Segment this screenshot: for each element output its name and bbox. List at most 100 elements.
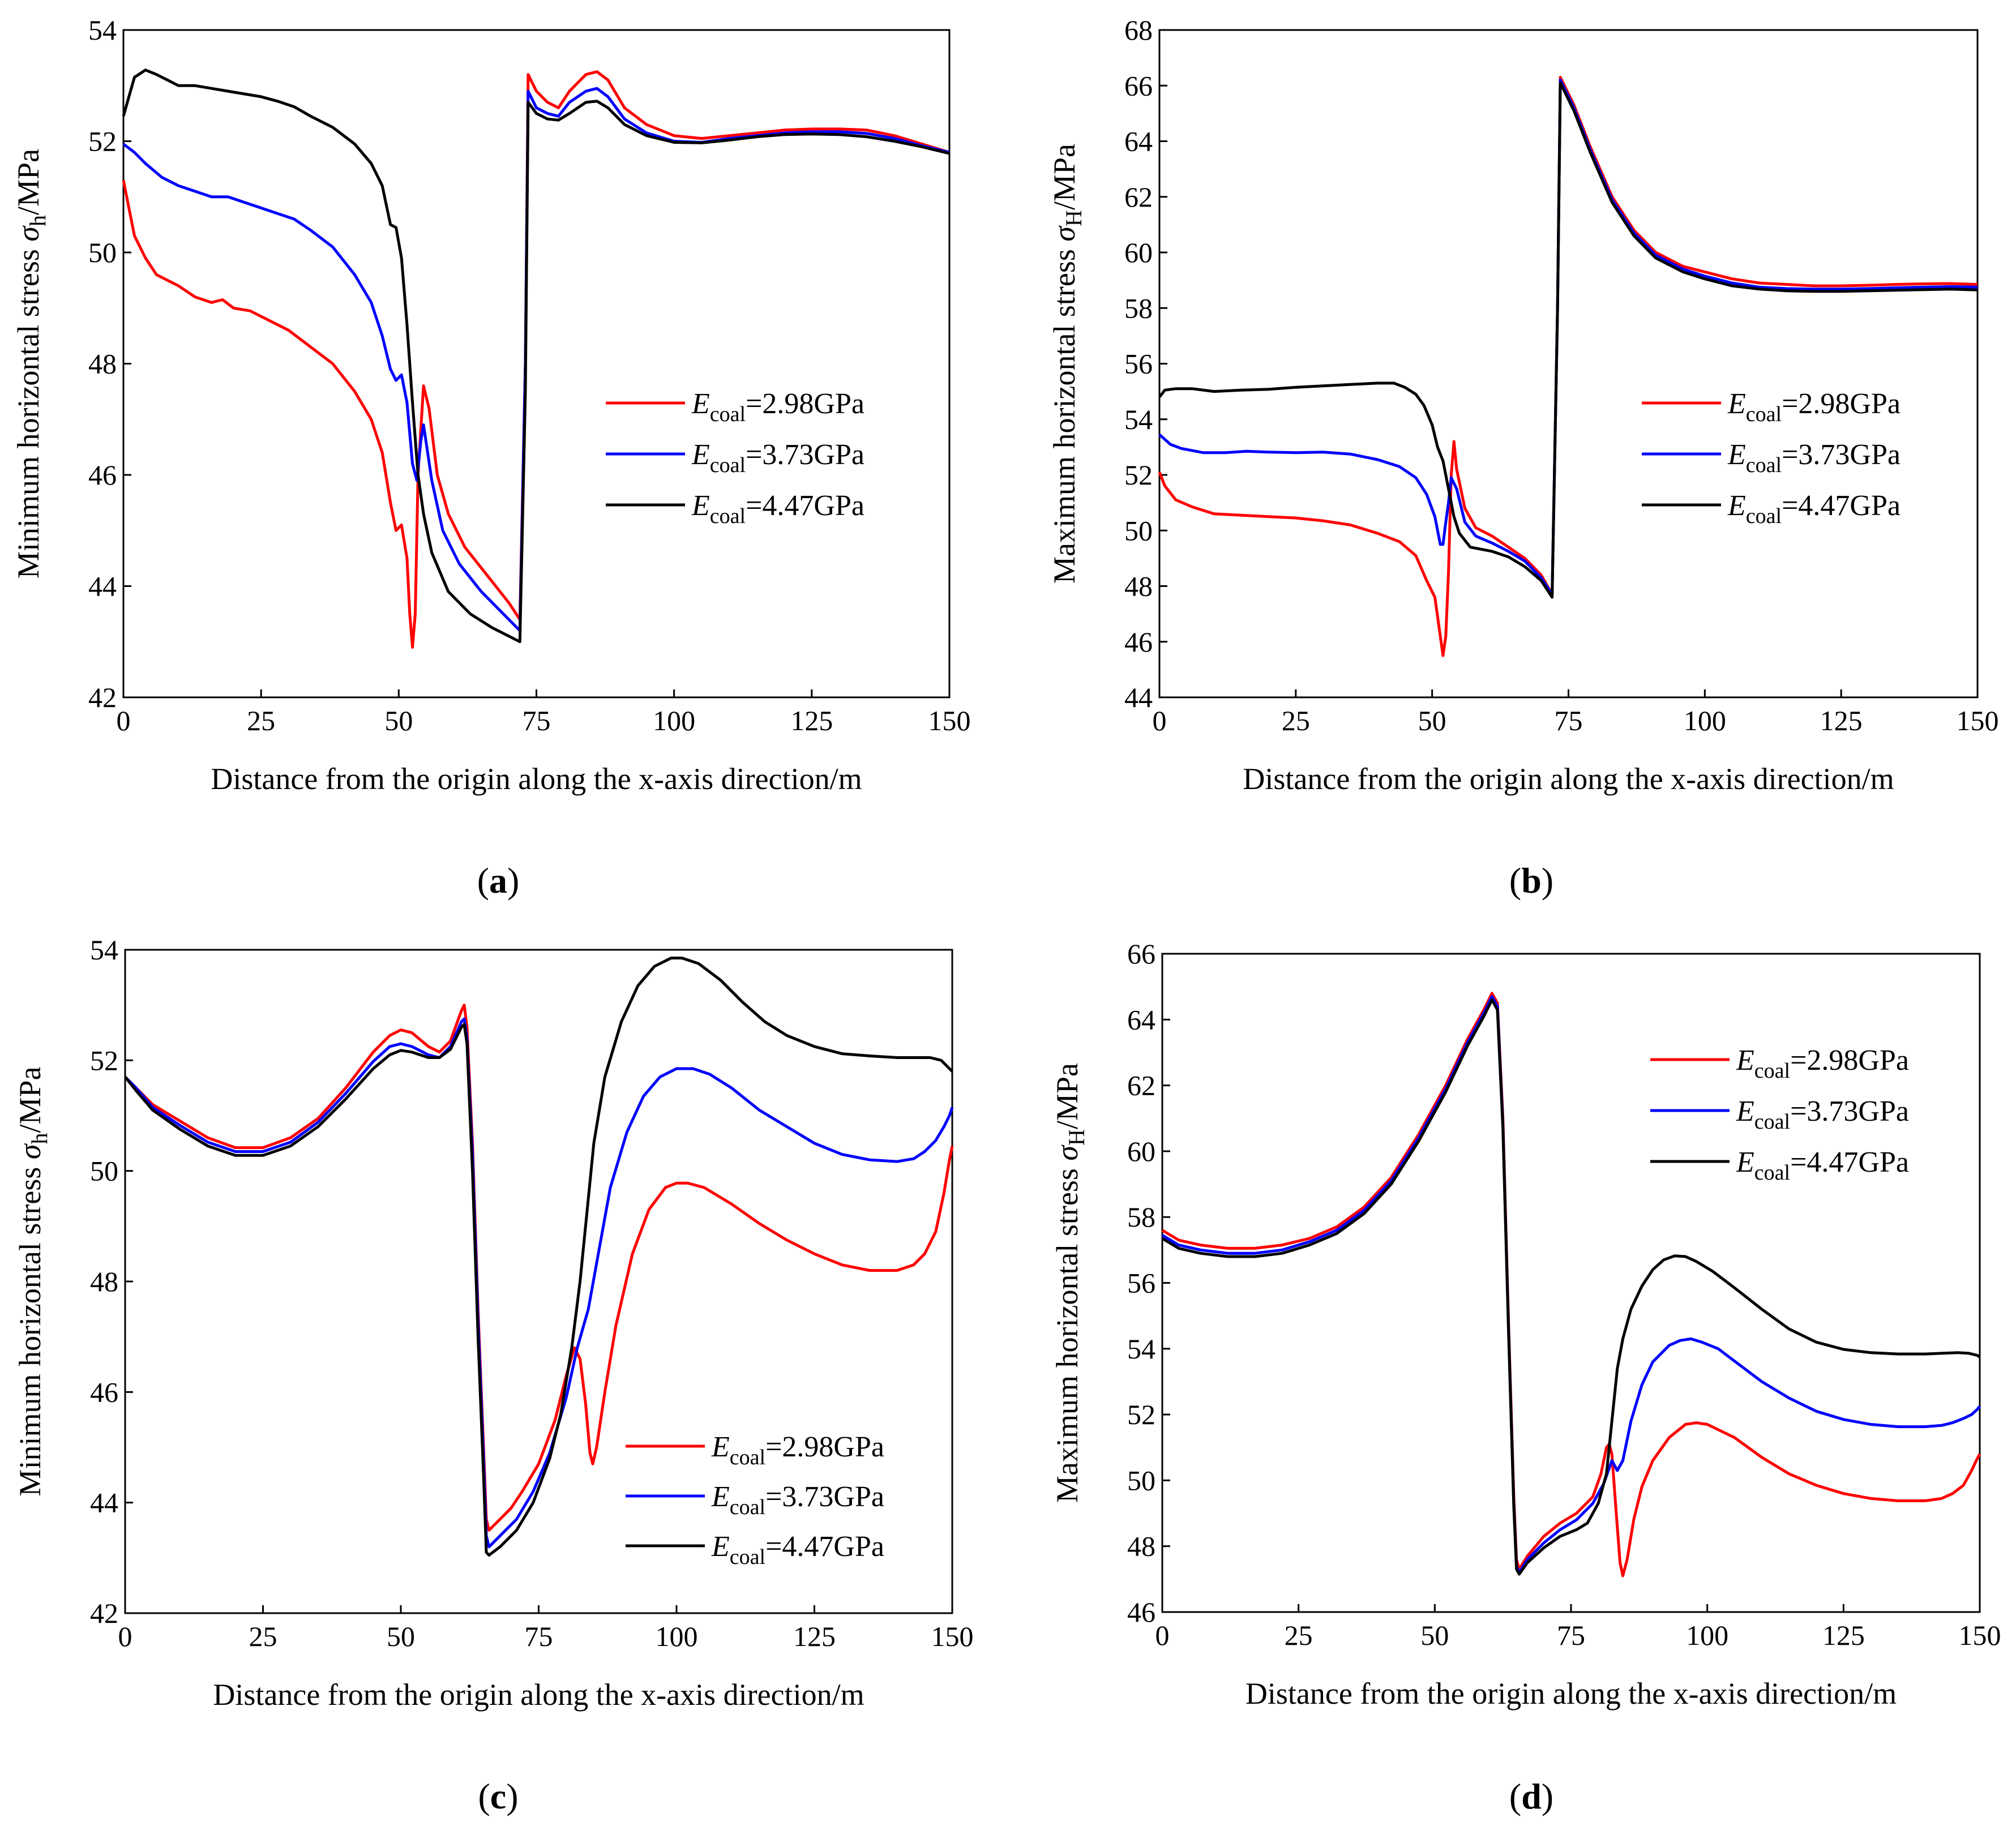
- y-tick-label: 66: [1124, 70, 1153, 101]
- x-tick-label: 125: [793, 1621, 836, 1652]
- x-axis-title: Distance from the origin along the x-axi…: [1245, 1677, 1897, 1711]
- legend-subscript: coal: [710, 453, 746, 477]
- x-tick-label: 50: [1420, 1619, 1449, 1651]
- legend-symbol: E: [1727, 490, 1746, 522]
- caption-close: ): [506, 1776, 518, 1816]
- caption-close: ): [1542, 860, 1553, 901]
- legend-label: Ecoal=2.98GPa: [1736, 1044, 1909, 1083]
- x-axis-title: Distance from the origin along the x-axi…: [211, 762, 862, 796]
- legend-subscript: coal: [730, 1446, 765, 1469]
- y-axis-title-sigma: σ: [1050, 1144, 1084, 1161]
- legend-value: =4.47GPa: [765, 1531, 884, 1563]
- y-tick-label: 48: [1127, 1531, 1155, 1562]
- y-tick-label: 52: [88, 126, 117, 157]
- y-axis-title-unit: /MPa: [1050, 1063, 1084, 1129]
- y-axis-title-sub: H: [1064, 1129, 1089, 1146]
- y-tick-label: 48: [88, 348, 117, 380]
- x-tick-label: 100: [1684, 705, 1726, 736]
- x-tick-label: 75: [525, 1621, 553, 1652]
- series-line-0: [1158, 76, 1978, 657]
- caption-letter: a: [489, 860, 507, 901]
- y-tick-label: 54: [1124, 404, 1153, 435]
- y-tick-label: 58: [1124, 292, 1153, 324]
- x-tick-label: 25: [249, 1621, 277, 1652]
- y-axis-title-sigma: σ: [11, 225, 45, 242]
- legend-value: =2.98GPa: [1790, 1044, 1909, 1077]
- x-tick-label: 150: [931, 1621, 974, 1652]
- y-tick-label: 44: [1124, 681, 1153, 713]
- x-tick-label: 75: [523, 705, 551, 736]
- x-tick-label: 75: [1557, 1619, 1585, 1651]
- series-line-2: [1158, 81, 1978, 599]
- y-axis-title-main: Maximum horizontal stress: [1050, 1161, 1084, 1503]
- y-axis-title: Minimum horizontal stress σh/MPa: [11, 149, 50, 578]
- y-axis-title-sub: H: [1061, 210, 1086, 226]
- caption-open: (: [1509, 860, 1521, 901]
- x-tick-label: 125: [1820, 705, 1863, 736]
- series-line-2: [122, 68, 950, 644]
- y-tick-label: 66: [1127, 938, 1155, 970]
- panel-caption: (b): [1509, 860, 1553, 901]
- y-tick-label: 46: [1124, 626, 1153, 658]
- x-tick-label: 50: [387, 1621, 415, 1652]
- x-axis-title: Distance from the origin along the x-axi…: [1243, 762, 1894, 796]
- y-tick-label: 68: [1124, 14, 1153, 46]
- legend-label: Ecoal=2.98GPa: [691, 388, 864, 426]
- legend-value: =3.73GPa: [746, 439, 864, 471]
- x-tick-label: 0: [117, 705, 131, 736]
- y-axis-title: Maximum horizontal stress σH/MPa: [1047, 144, 1086, 584]
- legend-symbol: E: [711, 1531, 730, 1563]
- legend-subscript: coal: [710, 402, 746, 426]
- legend-label: Ecoal=3.73GPa: [1727, 439, 1901, 477]
- y-tick-label: 50: [1127, 1464, 1155, 1496]
- x-tick-label: 125: [790, 705, 833, 736]
- y-tick-label: 54: [88, 14, 117, 46]
- y-tick-label: 64: [1127, 1004, 1155, 1035]
- y-axis-title-sigma: σ: [13, 1143, 47, 1159]
- y-axis-title-sigma: σ: [1047, 225, 1081, 242]
- legend-label: Ecoal=3.73GPa: [1736, 1095, 1909, 1134]
- legend-symbol: E: [691, 490, 710, 522]
- x-tick-label: 125: [1822, 1619, 1865, 1651]
- y-tick-label: 46: [1127, 1596, 1155, 1628]
- y-axis-title: Minimum horizontal stress σh/MPa: [13, 1066, 52, 1496]
- y-tick-label: 56: [1124, 348, 1153, 380]
- x-tick-label: 50: [384, 705, 413, 736]
- y-tick-label: 44: [88, 571, 117, 602]
- y-tick-label: 60: [1124, 237, 1153, 268]
- caption-letter: c: [490, 1776, 506, 1816]
- y-tick-label: 52: [1124, 459, 1153, 491]
- panel-b: 0 25 50 75 100 125 150 44 46 48 50 52 54 56 58 60 62 64 66…: [1047, 14, 1999, 901]
- legend-subscript: coal: [1746, 504, 1782, 528]
- legend-label: Ecoal=3.73GPa: [691, 439, 864, 477]
- y-tick-label: 54: [1127, 1333, 1155, 1365]
- x-tick-label: 150: [1959, 1619, 2001, 1651]
- y-tick-label: 60: [1127, 1135, 1155, 1167]
- legend-label: Ecoal=2.98GPa: [711, 1431, 884, 1469]
- caption-open: (: [1509, 1776, 1521, 1816]
- x-tick-label: 0: [1155, 1619, 1170, 1651]
- y-tick-label: 50: [88, 237, 117, 268]
- y-tick-label: 42: [90, 1597, 118, 1629]
- y-axis-title-unit: /MPa: [11, 149, 45, 215]
- legend-value: =3.73GPa: [1790, 1095, 1909, 1128]
- y-axis-title-unit: /MPa: [13, 1066, 47, 1133]
- legend-symbol: E: [1736, 1095, 1754, 1128]
- legend-value: =2.98GPa: [746, 388, 864, 420]
- legend-value: =3.73GPa: [765, 1481, 884, 1513]
- panel-caption: (d): [1509, 1776, 1553, 1816]
- y-tick-label: 44: [90, 1487, 118, 1519]
- legend-symbol: E: [1736, 1146, 1754, 1178]
- legend-symbol: E: [711, 1481, 730, 1513]
- legend-subscript: coal: [730, 1545, 765, 1569]
- series-line-0: [1161, 992, 1981, 1577]
- legend-label: Ecoal=2.98GPa: [1727, 388, 1901, 426]
- x-tick-label: 25: [1282, 705, 1310, 736]
- series-line-1: [1158, 78, 1978, 596]
- legend-value: =4.47GPa: [746, 490, 864, 522]
- legend-symbol: E: [1736, 1044, 1754, 1077]
- x-tick-label: 0: [118, 1621, 132, 1652]
- legend-value: =2.98GPa: [765, 1431, 884, 1463]
- legend-subscript: coal: [1754, 1059, 1790, 1083]
